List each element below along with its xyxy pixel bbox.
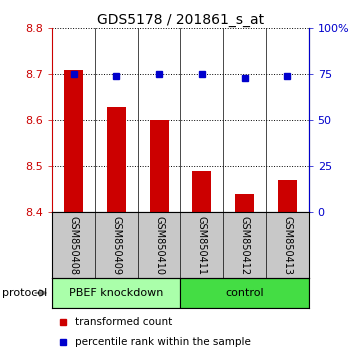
Bar (180, 278, 309, 308)
Text: GSM850408: GSM850408 (69, 216, 79, 275)
Bar (149, 120, 169, 212)
Text: protocol: protocol (2, 288, 47, 298)
Bar (235, 194, 254, 212)
Title: GDS5178 / 201861_s_at: GDS5178 / 201861_s_at (97, 13, 264, 27)
Text: control: control (225, 288, 264, 298)
Bar (64, 70, 83, 212)
Text: GSM850410: GSM850410 (154, 216, 164, 275)
Text: GSM850409: GSM850409 (112, 216, 121, 275)
Text: transformed count: transformed count (75, 318, 173, 327)
Text: GSM850411: GSM850411 (197, 216, 207, 275)
Text: GSM850413: GSM850413 (282, 216, 292, 275)
Text: GSM850412: GSM850412 (240, 216, 249, 275)
Text: PBEF knockdown: PBEF knockdown (69, 288, 164, 298)
Bar (192, 171, 212, 212)
Bar (107, 107, 126, 212)
Bar (278, 180, 297, 212)
Text: percentile rank within the sample: percentile rank within the sample (75, 337, 251, 347)
Bar (52, 278, 180, 308)
